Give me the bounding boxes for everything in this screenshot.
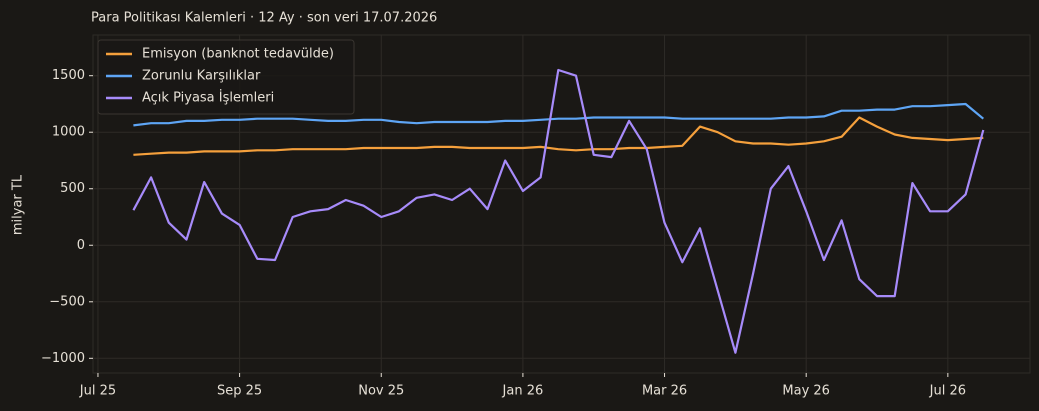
y-tick-label: −500	[49, 294, 85, 309]
x-tick-label: Sep 25	[217, 384, 262, 399]
legend-label: Zorunlu Karşılıklar	[142, 69, 261, 84]
x-tick-label: Jul 25	[79, 384, 116, 399]
series-line	[133, 116, 984, 156]
x-tick-label: Jan 26	[502, 384, 544, 399]
series-line	[132, 68, 985, 354]
x-tick-label: Mar 26	[642, 384, 687, 399]
plot-frame	[92, 34, 1031, 374]
y-tick-label: 1500	[52, 68, 85, 83]
y-tick-label: 500	[60, 181, 85, 196]
y-axis-label: milyar TL	[11, 174, 26, 235]
y-tick-label: −1000	[41, 351, 85, 366]
series-line	[133, 102, 985, 127]
x-tick-label: Nov 25	[358, 384, 404, 399]
y-tick-label: 1000	[52, 125, 85, 140]
legend-box	[97, 39, 355, 115]
legend-label: Açık Piyasa İşlemleri	[142, 90, 274, 106]
chart-title: Para Politikası Kalemleri · 12 Ay · son …	[91, 11, 437, 26]
legend-label: Emisyon (banknot tedavülde)	[142, 47, 334, 62]
x-tick-label: May 26	[782, 384, 830, 399]
x-tick-label: Jul 26	[929, 384, 966, 399]
y-tick-label: 0	[77, 238, 85, 253]
